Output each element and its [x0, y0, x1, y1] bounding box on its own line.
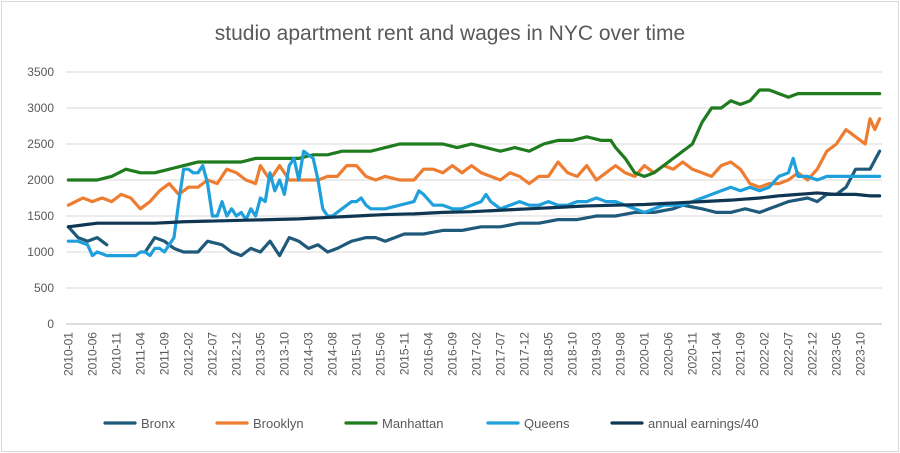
x-tick-label: 2019-03 [589, 332, 603, 376]
x-tick-label: 2018-05 [541, 332, 555, 376]
x-tick-label: 2011-09 [157, 332, 171, 375]
y-tick-label: 2000 [27, 173, 54, 187]
x-tick-label: 2014-08 [325, 332, 339, 376]
x-tick-label: 2010-06 [85, 332, 99, 376]
x-tick-label: 2010-01 [61, 332, 75, 376]
x-tick-label: 2017-07 [493, 332, 507, 376]
y-tick-label: 1000 [27, 245, 54, 259]
x-tick-label: 2013-05 [253, 332, 267, 376]
x-tick-label: 2012-12 [229, 332, 243, 376]
y-tick-label: 3500 [27, 65, 54, 79]
legend-label: Brooklyn [253, 416, 304, 431]
x-tick-label: 2015-11 [397, 332, 411, 375]
x-tick-label: 2017-02 [469, 332, 483, 376]
x-tick-label: 2015-06 [373, 332, 387, 376]
x-tick-label: 2020-01 [637, 332, 651, 376]
x-tick-label: 2020-06 [661, 332, 675, 376]
x-tick-label: 2016-09 [445, 332, 459, 376]
series-line-manhattan [66, 88, 882, 182]
y-tick-label: 3000 [27, 101, 54, 115]
x-tick-label: 2017-12 [517, 332, 531, 376]
x-tick-label: 2012-07 [205, 332, 219, 376]
series-line-brooklyn [66, 117, 882, 211]
x-tick-label: 2022-07 [781, 332, 795, 376]
x-tick-label: 2015-01 [349, 332, 363, 376]
legend-label: annual earnings/40 [648, 416, 759, 431]
x-tick-label: 2022-02 [757, 332, 771, 376]
y-tick-label: 1500 [27, 209, 54, 223]
x-tick-label: 2023-05 [829, 332, 843, 376]
y-tick-label: 0 [47, 317, 54, 331]
legend: Bronx Brooklyn Manhattan Queens annual earni… [103, 416, 759, 431]
y-tick-label: 2500 [27, 137, 54, 151]
x-axis: 2010-01 2010-06 2010-11 2011-04 2011-09 2012-… [61, 323, 882, 376]
x-tick-label: 2023-10 [853, 332, 867, 376]
y-axis: 0 500 1000 1500 2000 2500 3000 3500 [27, 65, 54, 331]
legend-label: Manhattan [382, 416, 443, 431]
x-tick-label: 2020-11 [685, 332, 699, 375]
x-tick-label: 2010-11 [109, 332, 123, 375]
x-tick-label: 2021-09 [733, 332, 747, 376]
legend-label: Bronx [141, 416, 175, 431]
x-tick-label: 2018-10 [565, 332, 579, 376]
series-line-queens [66, 149, 882, 258]
chart-title: studio apartment rent and wages in NYC o… [215, 22, 685, 45]
x-tick-label: 2019-08 [613, 332, 627, 376]
x-tick-label: 2016-04 [421, 332, 435, 376]
legend-label: Queens [524, 416, 570, 431]
series-line-bronx [66, 149, 882, 258]
x-tick-label: 2014-03 [301, 332, 315, 376]
series-line-annual-earnings-40 [66, 191, 882, 229]
x-tick-label: 2013-10 [277, 332, 291, 376]
gridlines [66, 71, 882, 289]
x-tick-label: 2012-02 [181, 332, 195, 376]
x-tick-label: 2022-12 [805, 332, 819, 376]
x-tick-label: 2021-04 [709, 332, 723, 376]
y-tick-label: 500 [34, 281, 54, 295]
series-lines [66, 88, 882, 258]
x-tick-label: 2011-04 [133, 332, 147, 375]
